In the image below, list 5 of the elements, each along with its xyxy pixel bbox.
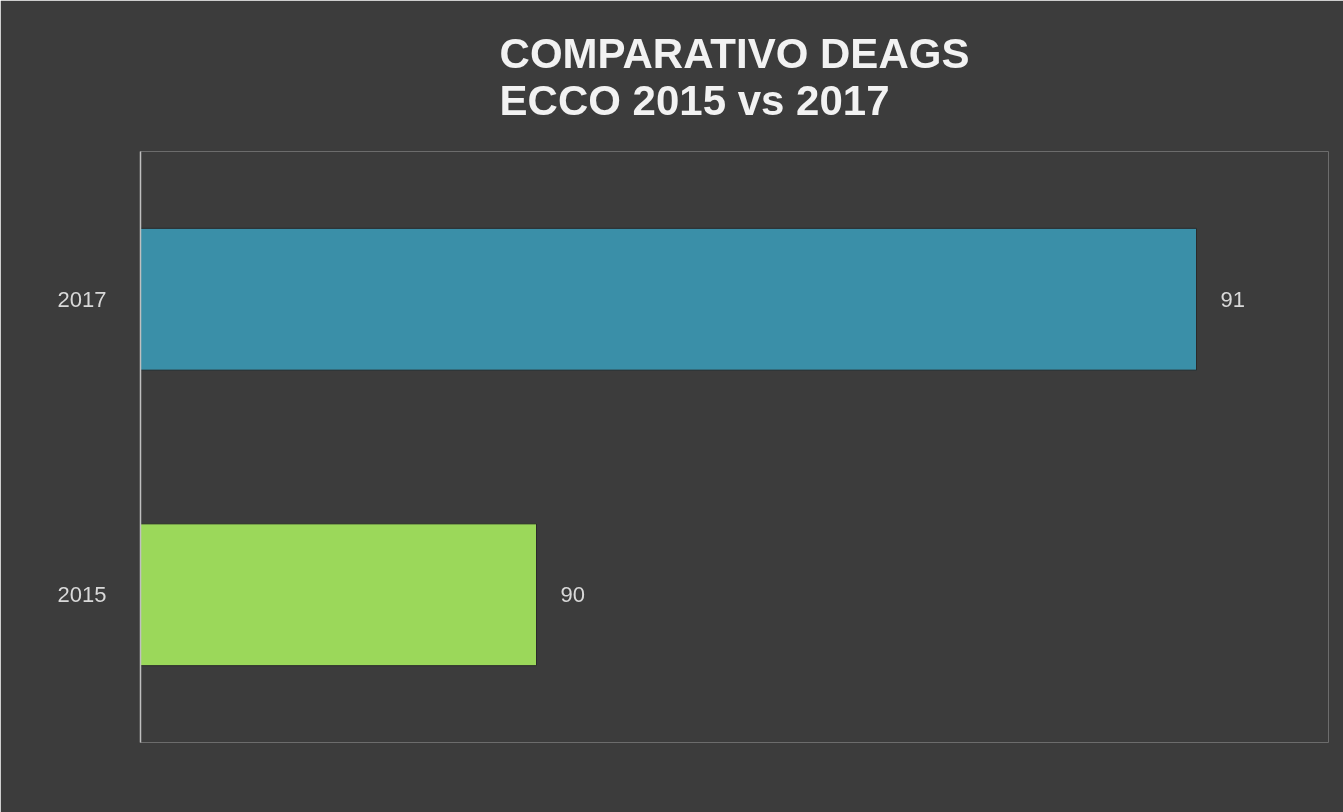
y-tick-label: 2015 (57, 582, 107, 608)
data-label: 91 (1220, 286, 1245, 312)
chart-title: COMPARATIVO DEAGS ECCO 2015 vs 2017 (499, 30, 970, 124)
data-label: 90 (560, 582, 585, 608)
y-tick-label: 2017 (57, 286, 107, 312)
